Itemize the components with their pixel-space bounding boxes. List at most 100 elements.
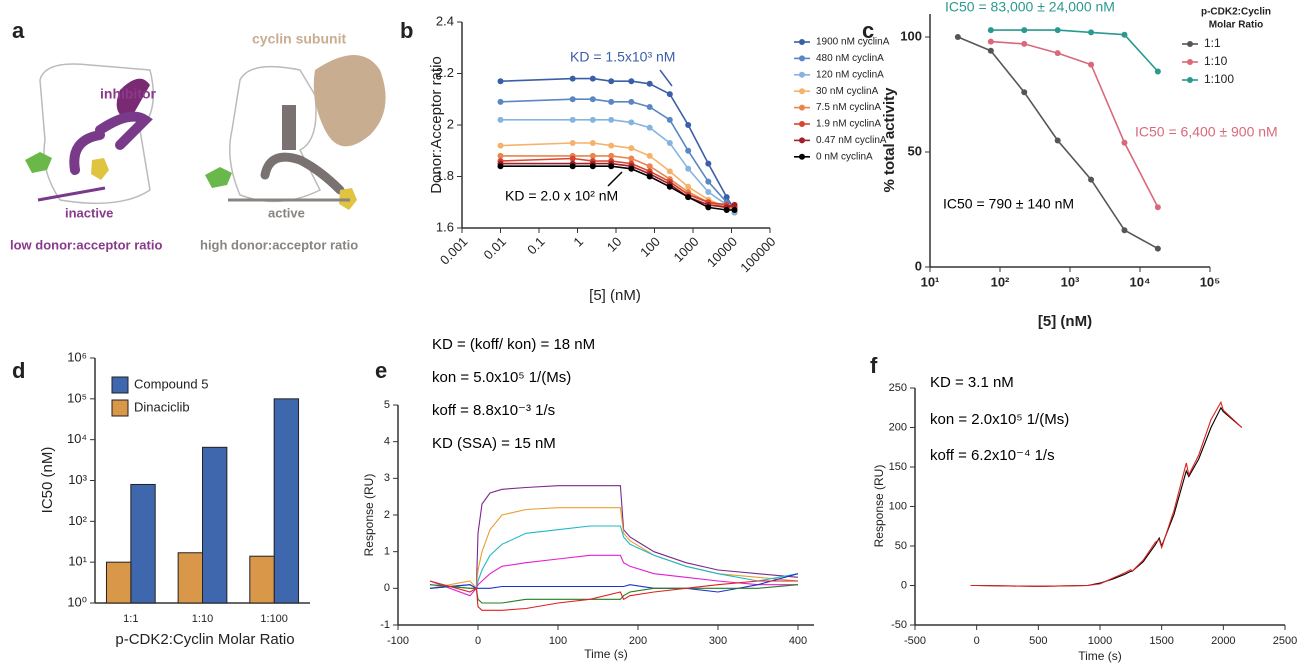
- data-point: [685, 165, 692, 172]
- legend-label: 0.47 nM cyclinA: [816, 135, 887, 146]
- kinase-outline: [229, 65, 322, 203]
- x-tick-label: 100000: [737, 234, 778, 275]
- x-tick-label: 300: [709, 635, 727, 647]
- data-point: [1121, 31, 1128, 38]
- data-point: [646, 152, 653, 159]
- y-tick-label: 100: [900, 28, 922, 43]
- x-tick-label: 100: [637, 234, 663, 260]
- data-point: [685, 122, 692, 128]
- series-line: [429, 573, 799, 593]
- series-line: [990, 29, 1159, 73]
- y-tick-label: 50: [908, 143, 922, 158]
- annotation: IC50 = 790 ± 140 nM: [943, 196, 1074, 212]
- data-point: [1021, 89, 1028, 96]
- legend-swatch: [111, 399, 129, 417]
- x-tick-label: 0.001: [437, 234, 471, 268]
- legend-title: p-CDK2:Cyclin: [1201, 7, 1271, 18]
- x-tick-label: 1:100: [260, 613, 288, 625]
- panel-label: e: [375, 358, 387, 383]
- data-point: [685, 194, 692, 201]
- data-point: [497, 78, 504, 85]
- y-tick-label: 50: [895, 540, 907, 552]
- data-point: [608, 152, 615, 159]
- x-tick-label: 10²: [991, 274, 1010, 289]
- legend-label: 30 nM cyclinA: [816, 86, 879, 97]
- data-point: [954, 34, 961, 40]
- data-point: [497, 163, 504, 170]
- x-tick-label: 0.1: [524, 234, 547, 257]
- data-point: [666, 140, 673, 147]
- bar: [273, 398, 300, 604]
- y-tick-label: 1: [384, 546, 390, 558]
- y-tick-label: 2.4: [436, 13, 454, 28]
- data-point: [608, 142, 615, 149]
- annotation-arrow: [607, 171, 623, 187]
- annotation: koff = 8.8x10⁻³ 1/s: [432, 402, 555, 419]
- annotation: KD = 1.5x10³ nM: [570, 49, 675, 65]
- data-point: [666, 168, 673, 175]
- y-tick-label: -1: [380, 619, 390, 631]
- x-tick-label: 10: [604, 234, 625, 255]
- data-point: [723, 194, 730, 201]
- y-tick-label: 10²: [68, 513, 87, 528]
- data-point: [628, 155, 635, 162]
- legend-label: 480 nM cyclinA: [816, 53, 884, 64]
- acceptor: [91, 158, 109, 180]
- cyclin-shape: [313, 55, 386, 147]
- x-tick-label: 1000: [670, 234, 701, 265]
- legend-swatch: [111, 376, 129, 394]
- data-point: [1154, 204, 1161, 211]
- x-tick-label: 1500: [1149, 635, 1173, 647]
- data-point: [646, 80, 653, 87]
- data-point: [666, 116, 673, 123]
- y-tick-label: 1.6: [436, 219, 454, 234]
- panel-label: f: [870, 353, 878, 378]
- data-point: [497, 142, 504, 149]
- y-tick-label: 10⁵: [67, 390, 87, 405]
- x-tick-label: 0: [475, 635, 481, 647]
- data-point: [666, 183, 673, 190]
- x-axis-label: [5] (nM): [1038, 313, 1092, 330]
- legend-label: Dinaciclib: [134, 399, 190, 414]
- data-point: [608, 163, 615, 170]
- data-point: [589, 116, 596, 123]
- label: low donor:acceptor ratio: [10, 237, 162, 252]
- panel-label: b: [400, 18, 413, 43]
- data-point: [569, 116, 576, 123]
- data-point: [569, 140, 576, 147]
- panel-label: a: [12, 18, 25, 43]
- data-point: [628, 98, 635, 105]
- y-tick-label: 3: [384, 472, 390, 484]
- label: active: [268, 205, 305, 220]
- data-point: [569, 163, 576, 170]
- data-point: [1054, 137, 1061, 144]
- x-tick-label: 10000: [704, 234, 740, 270]
- bar: [177, 552, 203, 604]
- data-point: [608, 116, 615, 123]
- data-point: [569, 96, 576, 103]
- legend-label: 1:1: [1204, 36, 1221, 50]
- annotation: KD = 2.0 x 10² nM: [505, 188, 618, 204]
- x-tick-label: 10⁴: [1130, 274, 1151, 289]
- annotation: KD (SSA) = 15 nM: [432, 435, 556, 452]
- legend-marker: [799, 88, 805, 95]
- x-axis-label: p-CDK2:Cyclin Molar Ratio: [115, 631, 294, 648]
- data-point: [1121, 139, 1128, 146]
- bar: [105, 561, 132, 604]
- data-point: [1021, 40, 1028, 47]
- bar: [249, 555, 275, 604]
- x-tick-label: 500: [1029, 635, 1047, 647]
- data-point: [589, 140, 596, 147]
- y-axis-label: Response (RU): [872, 465, 886, 548]
- x-tick-label: -100: [387, 635, 409, 647]
- data-point: [646, 124, 653, 131]
- y-tick-label: 10¹: [68, 554, 87, 569]
- legend-marker: [799, 153, 805, 160]
- data-point: [705, 160, 712, 167]
- y-tick-label: 250: [889, 382, 907, 394]
- arrow: [37, 186, 106, 202]
- x-tick-label: 10¹: [921, 274, 940, 289]
- series-line: [429, 554, 798, 597]
- data-point: [685, 183, 692, 190]
- annotation: kon = 2.0x10⁵ 1/(Ms): [930, 411, 1069, 428]
